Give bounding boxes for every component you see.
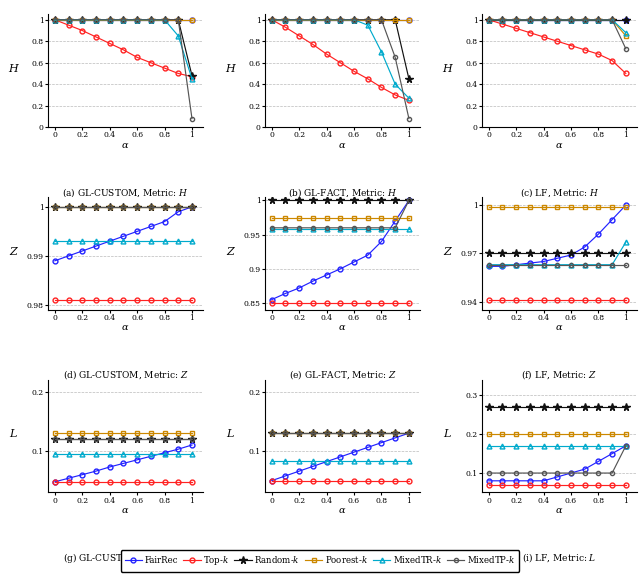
Y-axis label: $L$: $L$ xyxy=(444,427,452,439)
Y-axis label: $Z$: $Z$ xyxy=(9,245,19,257)
Y-axis label: $Z$: $Z$ xyxy=(226,245,236,257)
Text: (h) GL-FACT, Metric: $L$: (h) GL-FACT, Metric: $L$ xyxy=(289,551,396,564)
X-axis label: $\alpha$: $\alpha$ xyxy=(121,323,130,332)
Y-axis label: $H$: $H$ xyxy=(8,62,20,74)
Text: (b) GL-FACT, Metric: $H$: (b) GL-FACT, Metric: $H$ xyxy=(287,186,397,199)
X-axis label: $\alpha$: $\alpha$ xyxy=(338,323,347,332)
X-axis label: $\alpha$: $\alpha$ xyxy=(121,506,130,515)
Y-axis label: $Z$: $Z$ xyxy=(443,245,453,257)
X-axis label: $\alpha$: $\alpha$ xyxy=(338,506,347,515)
Text: (f) LF, Metric: $Z$: (f) LF, Metric: $Z$ xyxy=(522,369,597,381)
X-axis label: $\alpha$: $\alpha$ xyxy=(555,323,564,332)
Text: (c) LF, Metric: $H$: (c) LF, Metric: $H$ xyxy=(520,186,599,199)
X-axis label: $\alpha$: $\alpha$ xyxy=(555,506,564,515)
Text: (i) LF, Metric: $L$: (i) LF, Metric: $L$ xyxy=(522,551,596,564)
X-axis label: $\alpha$: $\alpha$ xyxy=(121,141,130,150)
Y-axis label: $L$: $L$ xyxy=(227,427,236,439)
Text: (g) GL-CUSTOM, Metric: $L$: (g) GL-CUSTOM, Metric: $L$ xyxy=(63,551,188,565)
X-axis label: $\alpha$: $\alpha$ xyxy=(338,141,347,150)
Text: (e) GL-FACT, Metric: $Z$: (e) GL-FACT, Metric: $Z$ xyxy=(289,369,396,381)
Legend: FairRec, Top-$k$, Random-$k$, Poorest-$k$, MixedTR-$k$, MixedTP-$k$: FairRec, Top-$k$, Random-$k$, Poorest-$k… xyxy=(120,550,520,572)
Y-axis label: $H$: $H$ xyxy=(225,62,237,74)
Text: (a) GL-CUSTOM, Metric: $H$: (a) GL-CUSTOM, Metric: $H$ xyxy=(62,186,189,199)
Text: (d) GL-CUSTOM, Metric: $Z$: (d) GL-CUSTOM, Metric: $Z$ xyxy=(63,369,188,381)
Y-axis label: $H$: $H$ xyxy=(442,62,454,74)
Y-axis label: $L$: $L$ xyxy=(10,427,19,439)
X-axis label: $\alpha$: $\alpha$ xyxy=(555,141,564,150)
